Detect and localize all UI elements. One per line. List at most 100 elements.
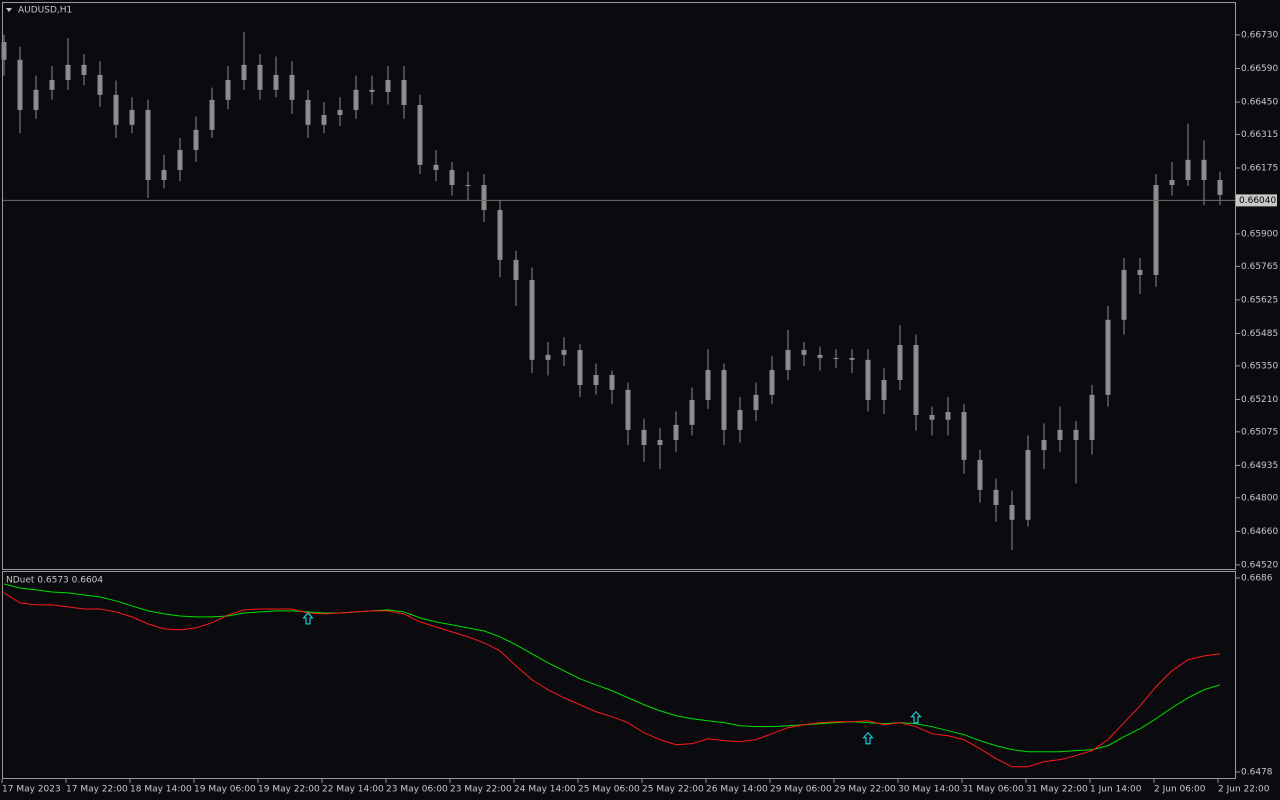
x-tick-label: 17 May 2023	[2, 785, 61, 795]
candle-body	[417, 104, 423, 165]
y-tick-label: 0.6686	[1241, 573, 1273, 583]
x-tick-label: 2 Jun 22:00	[1218, 785, 1270, 795]
main-frame	[2, 2, 1236, 570]
candle-body	[49, 79, 55, 90]
plot: 0.66730 0.66590 0.66450 0.66315 0.66175 0.659…	[1, 30, 1278, 795]
candle-body	[257, 64, 263, 90]
candle-body	[385, 79, 391, 92]
y-tick-label: 0.65625	[1241, 295, 1278, 305]
x-tick-label: 18 May 14:00	[130, 785, 192, 795]
candle-body	[337, 109, 343, 116]
candle-body	[705, 369, 711, 400]
candle-body	[97, 74, 103, 95]
candle-body	[529, 280, 535, 360]
candle-body	[81, 64, 87, 75]
indicator-frame	[2, 571, 1236, 779]
y-tick-label: 0.66450	[1241, 98, 1278, 108]
candle-body	[689, 399, 695, 425]
candle-body	[465, 185, 471, 187]
candle-body	[33, 89, 39, 110]
candle-body	[113, 94, 119, 125]
candle-body	[737, 409, 743, 430]
candle-body	[401, 79, 407, 105]
candle-body	[993, 489, 999, 505]
candle-body	[353, 89, 359, 110]
x-tick-label: 19 May 06:00	[194, 785, 256, 795]
candle-body	[961, 411, 967, 460]
candle-body	[897, 344, 903, 381]
candle-body	[577, 350, 583, 386]
candle-body	[129, 109, 135, 125]
x-tick-label: 30 May 14:00	[898, 785, 960, 795]
candle-body	[1137, 269, 1143, 275]
candle-body	[17, 59, 23, 110]
y-tick-label: 0.66590	[1241, 64, 1278, 74]
x-tick-label: 29 May 06:00	[770, 785, 832, 795]
candle-body	[161, 169, 167, 180]
candle-body	[449, 169, 455, 186]
candle-body	[721, 369, 727, 430]
candle-body	[369, 89, 375, 92]
candle-body	[673, 424, 679, 440]
candle-body	[1169, 179, 1175, 186]
x-tick-label: 23 May 22:00	[450, 785, 512, 795]
candle-body	[593, 374, 599, 386]
current-price-label: 0.66040	[1239, 196, 1276, 206]
candle-body	[977, 459, 983, 490]
y-tick-label: 0.65350	[1241, 361, 1278, 371]
y-tick-label: 0.64935	[1241, 461, 1278, 471]
x-tick-label: 24 May 14:00	[514, 785, 576, 795]
candle-body	[913, 344, 919, 416]
candle-body	[561, 350, 567, 355]
x-tick-label: 1 Jun 14:00	[1090, 785, 1142, 795]
y-tick-label: 0.66730	[1241, 30, 1278, 40]
x-tick-label: 26 May 14:00	[706, 785, 768, 795]
x-tick-label: 19 May 22:00	[258, 785, 320, 795]
candle-body	[881, 380, 887, 400]
candle-body	[177, 150, 183, 170]
y-tick-label: 0.65210	[1241, 395, 1278, 405]
candle-body	[241, 64, 247, 80]
candle-body	[833, 357, 839, 359]
candle-body	[785, 350, 791, 370]
candle-body	[657, 439, 663, 446]
signal-arrow	[302, 612, 314, 625]
indicator-line	[3, 583, 1221, 753]
indicator-line	[3, 592, 1221, 768]
candle-body	[65, 64, 71, 80]
candle-body	[817, 354, 823, 358]
x-tick-label: 31 May 22:00	[1026, 785, 1088, 795]
candle-body	[433, 164, 439, 170]
candle-body	[865, 359, 871, 400]
candle-body	[209, 99, 215, 130]
candle-body	[193, 129, 199, 151]
y-tick-label: 0.64660	[1241, 527, 1278, 537]
y-tick-label: 0.66175	[1241, 164, 1278, 174]
signal-arrow	[910, 710, 922, 724]
candle-body	[641, 429, 647, 446]
candle-body	[1057, 429, 1063, 440]
candle-body	[1217, 179, 1223, 195]
candle-body	[849, 357, 855, 360]
y-tick-label: 0.64520	[1241, 560, 1278, 570]
indicator-title: NDuet 0.6573 0.6604	[6, 576, 103, 586]
y-tick-label: 0.65485	[1241, 329, 1278, 339]
candle-body	[1041, 439, 1047, 451]
x-tick-label: 25 May 22:00	[642, 785, 704, 795]
symbol-menu-icon[interactable]	[6, 8, 12, 12]
x-tick-label: 2 Jun 06:00	[1154, 785, 1206, 795]
signal-arrow	[862, 731, 874, 745]
candle-body	[1089, 394, 1095, 440]
symbol-title: AUDUSD,H1	[18, 6, 72, 16]
x-tick-label: 25 May 06:00	[578, 785, 640, 795]
candle-body	[945, 411, 951, 420]
candle-body	[1025, 450, 1031, 520]
candle-body	[625, 389, 631, 430]
x-tick-label: 23 May 06:00	[386, 785, 448, 795]
candle-body	[1121, 269, 1127, 320]
candle-body	[1185, 159, 1191, 180]
candle-body	[1073, 429, 1079, 440]
candle-body	[753, 394, 759, 410]
